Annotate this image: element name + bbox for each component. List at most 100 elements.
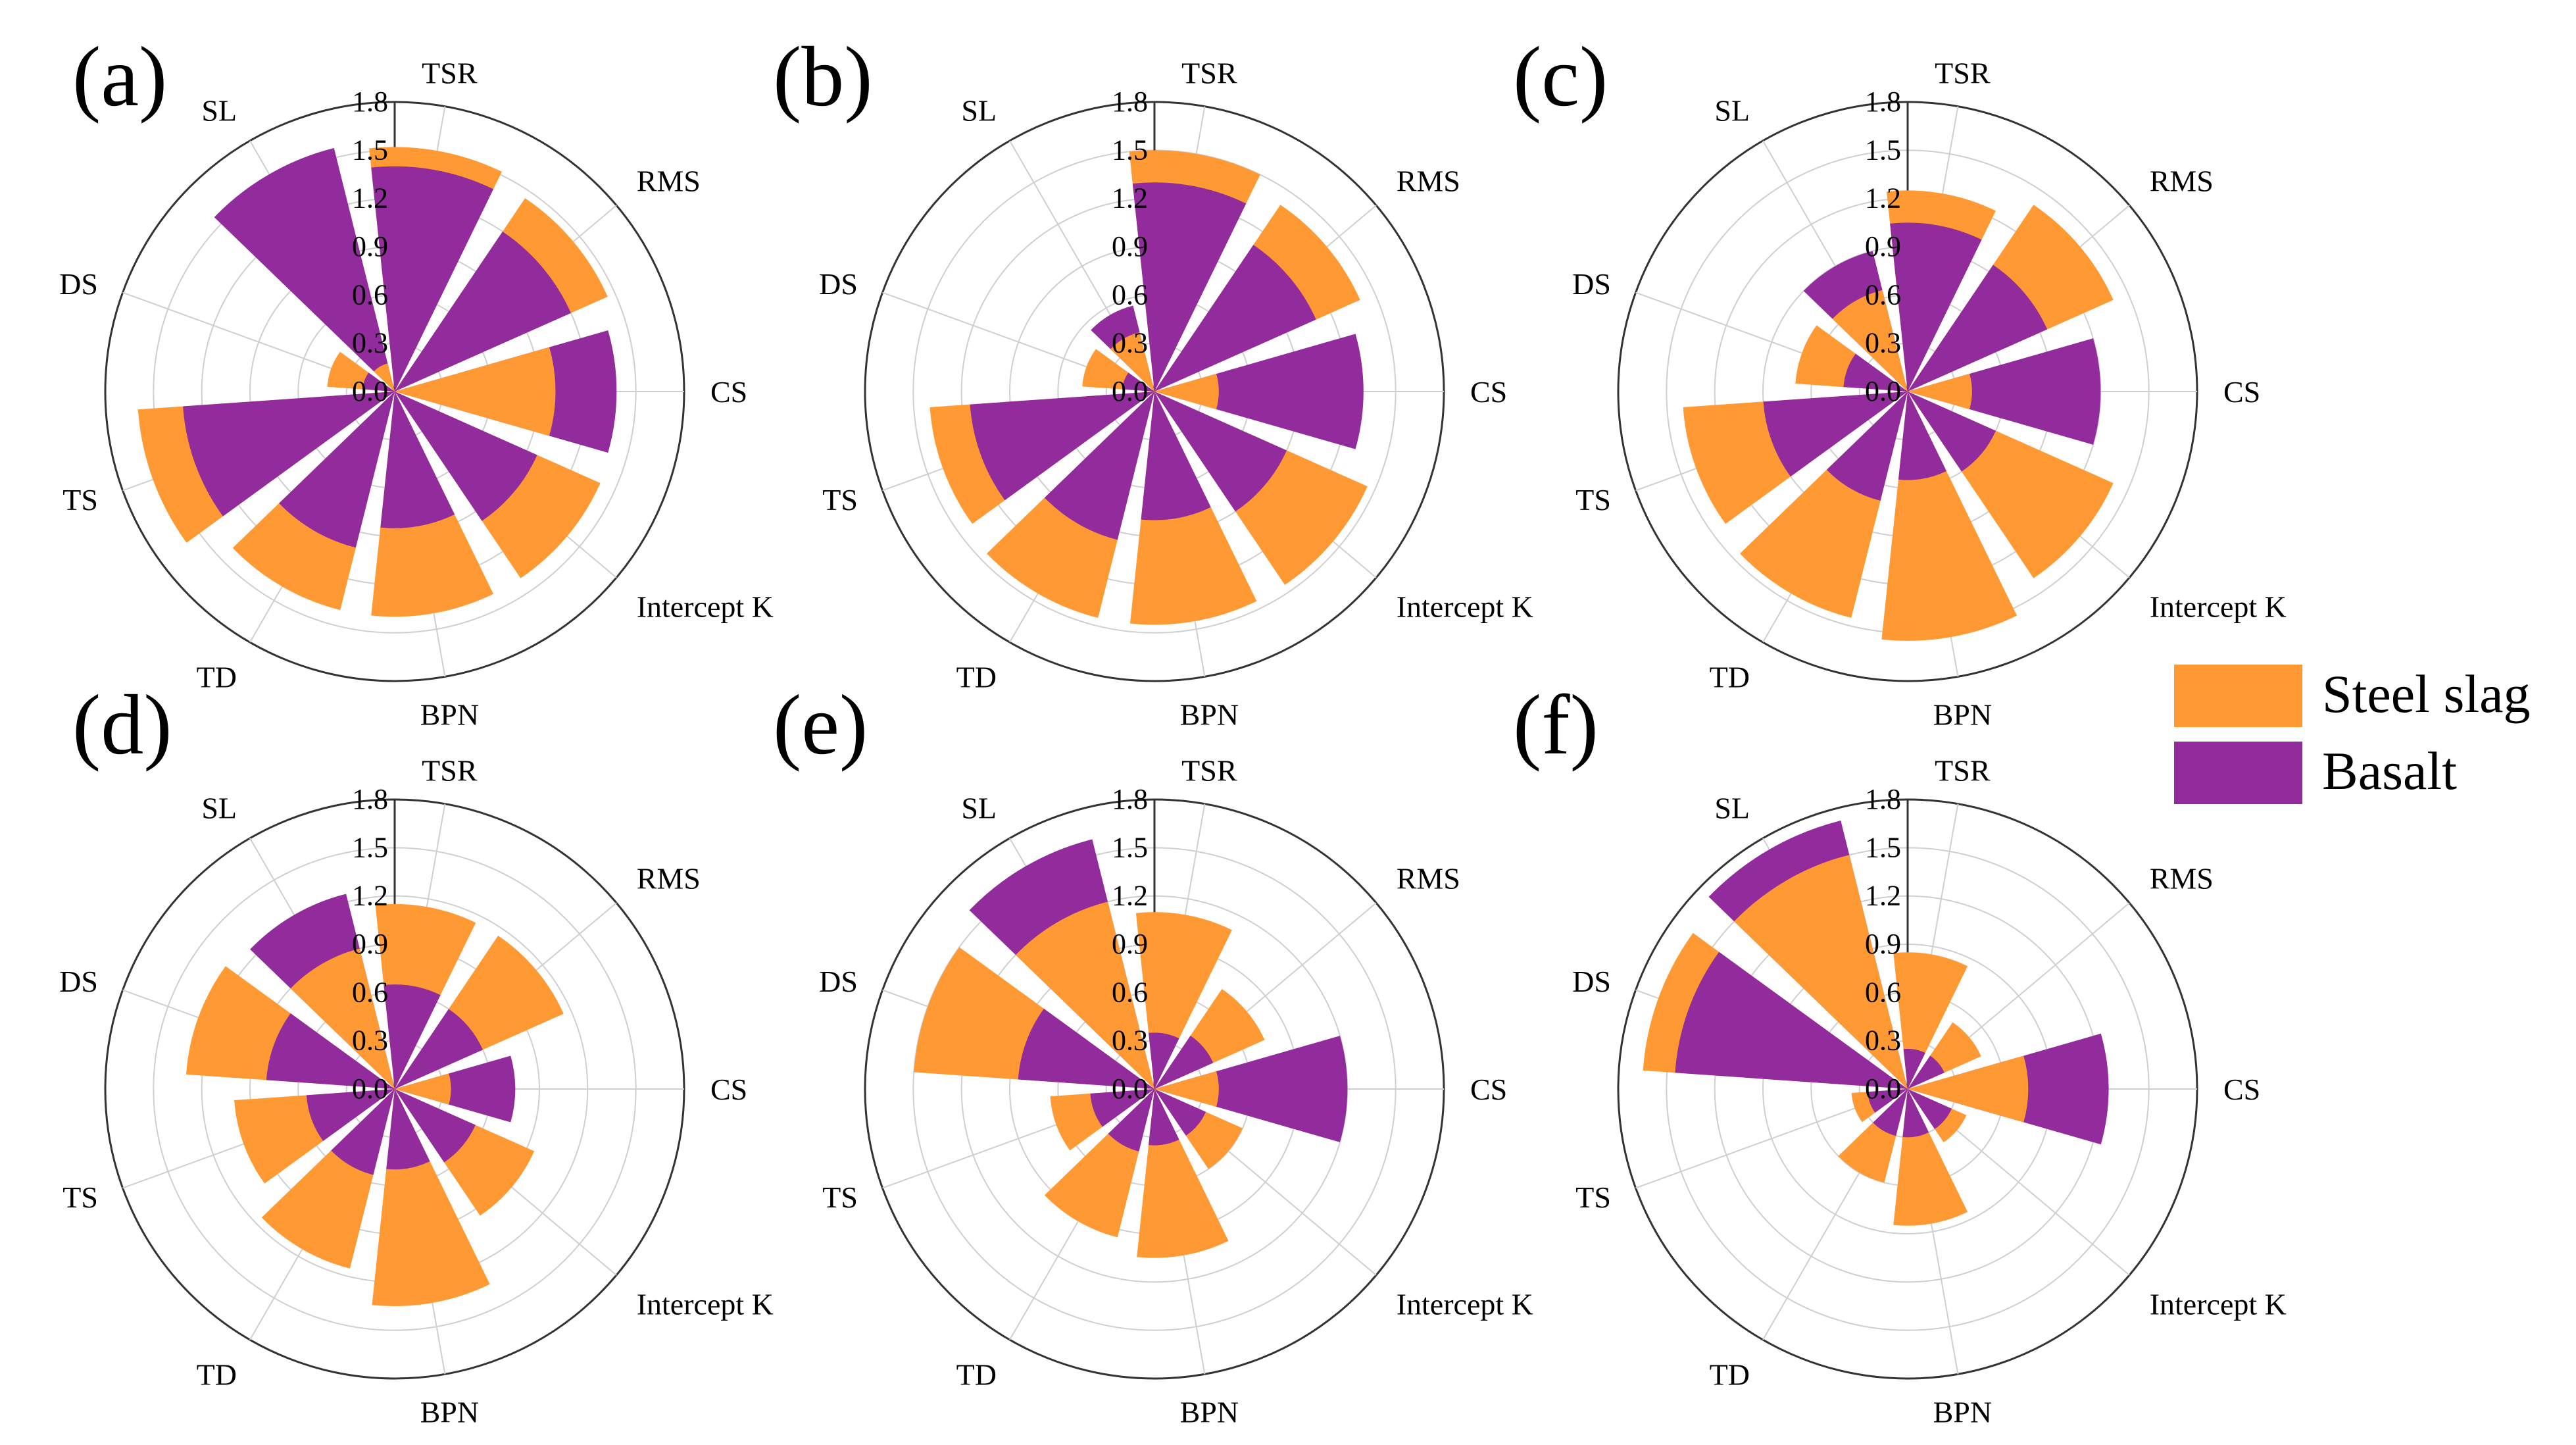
bar-basalt-bpn: [1898, 392, 1946, 480]
bar-basalt-td: [1044, 392, 1154, 540]
bar-basalt-intercept-k: [395, 392, 537, 521]
bar-basalt-cs: [395, 1055, 516, 1123]
category-label-td: TD: [197, 661, 237, 694]
bar-basalt-tsr: [1132, 182, 1247, 392]
category-label-td: TD: [956, 661, 997, 694]
category-label-intercept-k: Intercept K: [637, 1288, 774, 1321]
category-label-cs: CS: [1470, 1073, 1507, 1106]
bar-basalt-bpn: [380, 392, 455, 528]
radial-tick-label: 0.3: [1112, 327, 1148, 359]
category-label-ds: DS: [59, 965, 98, 998]
category-label-rms: RMS: [637, 861, 701, 895]
category-label-rms: RMS: [1397, 164, 1460, 197]
legend-label-steel-slag: Steel slag: [2322, 664, 2531, 724]
category-label-ds: DS: [1572, 267, 1611, 301]
radial-tick-label: 0.3: [1112, 1025, 1148, 1057]
bar-basalt-intercept-k: [1154, 1089, 1206, 1136]
bar-basalt-cs: [1908, 338, 2101, 445]
category-label-tsr: TSR: [422, 56, 478, 89]
radial-tick-label: 1.2: [352, 182, 388, 215]
bar-steel-slag-cs: [1154, 1071, 1219, 1107]
radial-tick-label: 0.3: [352, 327, 388, 359]
bar-basalt-td: [1873, 1089, 1908, 1136]
radial-tick-label: 1.8: [352, 783, 388, 815]
bar-steel-slag-sl: [1110, 332, 1154, 392]
bar-basalt-td: [279, 392, 395, 548]
category-label-intercept-k: Intercept K: [2150, 590, 2287, 624]
bar-steel-slag-cs: [1154, 374, 1219, 409]
category-label-ts: TS: [822, 483, 858, 517]
category-label-tsr: TSR: [1935, 56, 1991, 89]
bar-basalt-ds: [266, 1013, 395, 1089]
category-label-rms: RMS: [637, 164, 701, 197]
bar-basalt-ts: [183, 392, 395, 517]
bar-steel-slag-sl: [1832, 290, 1908, 392]
bar-basalt-sl: [214, 147, 395, 392]
bar-basalt-intercept-k: [1154, 392, 1287, 512]
radial-tick-label: 1.2: [352, 880, 388, 912]
category-label-rms: RMS: [2150, 164, 2214, 197]
bar-steel-slag-cs: [395, 1073, 451, 1105]
bar-steel-slag-sl: [290, 948, 395, 1089]
category-label-td: TD: [1710, 1358, 1750, 1392]
radial-tick-label: 0.6: [1865, 278, 1901, 311]
category-label-td: TD: [1710, 661, 1750, 694]
radial-tick-label: 1.5: [352, 134, 388, 166]
category-label-tsr: TSR: [1181, 56, 1237, 89]
category-label-cs: CS: [1470, 375, 1507, 409]
category-label-intercept-k: Intercept K: [1397, 1288, 1533, 1321]
radial-tick-label: 1.2: [1112, 182, 1148, 215]
legend-label-basalt: Basalt: [2322, 741, 2457, 801]
category-label-td: TD: [197, 1358, 237, 1392]
radial-tick-label: 1.8: [1865, 783, 1901, 815]
radial-tick-label: 0.0: [1112, 375, 1148, 407]
category-label-bpn: BPN: [1180, 698, 1239, 732]
category-label-ts: TS: [1575, 1180, 1611, 1214]
category-label-sl: SL: [1714, 93, 1750, 127]
bar-basalt-rms: [395, 231, 571, 392]
category-label-tsr: TSR: [1935, 753, 1991, 787]
bar-basalt-ds: [1675, 951, 1908, 1089]
category-label-sl: SL: [201, 93, 237, 127]
panel-label: (a): [72, 30, 167, 124]
panel-label: (c): [1513, 30, 1608, 124]
bar-basalt-ds: [1018, 1008, 1154, 1089]
bar-basalt-ds: [1843, 353, 1908, 392]
radial-tick-label: 0.9: [352, 928, 388, 960]
bar-basalt-ts: [1763, 392, 1908, 477]
radial-tick-label: 0.0: [352, 375, 388, 407]
legend-swatch-steel-slag: [2174, 665, 2302, 727]
bar-basalt-rms: [1154, 1035, 1214, 1089]
radial-tick-label: 0.0: [352, 1073, 388, 1105]
bar-basalt-td: [331, 1089, 395, 1175]
radial-tick-label: 1.5: [1112, 134, 1148, 166]
category-label-intercept-k: Intercept K: [637, 590, 774, 624]
category-label-ds: DS: [819, 267, 858, 301]
panel-label: (f): [1513, 678, 1598, 773]
category-label-ts: TS: [1575, 483, 1611, 517]
legend: Steel slag Basalt: [2174, 664, 2531, 804]
category-label-sl: SL: [961, 791, 997, 824]
bar-basalt-rms: [395, 1009, 483, 1089]
radial-tick-label: 0.6: [1865, 976, 1901, 1008]
bar-steel-slag-cs: [1908, 1055, 2029, 1123]
bar-basalt-tsr: [1890, 222, 1982, 392]
bar-basalt-ts: [1090, 1089, 1154, 1127]
category-label-td: TD: [956, 1358, 997, 1392]
radial-tick-label: 0.9: [352, 230, 388, 263]
bar-basalt-ds: [362, 372, 395, 392]
bar-basalt-td: [1108, 1089, 1154, 1152]
category-label-sl: SL: [201, 791, 237, 824]
bar-steel-slag-sl: [374, 363, 395, 392]
bar-basalt-intercept-k: [1908, 1089, 1952, 1129]
radial-tick-label: 1.5: [1865, 831, 1901, 863]
category-label-bpn: BPN: [1180, 1396, 1239, 1429]
radial-tick-label: 0.9: [1112, 230, 1148, 263]
radial-tick-label: 1.8: [1865, 86, 1901, 118]
bar-basalt-ts: [970, 392, 1154, 501]
radial-tick-label: 0.6: [1112, 976, 1148, 1008]
category-label-intercept-k: Intercept K: [2150, 1288, 2287, 1321]
legend-swatch-basalt: [2174, 742, 2302, 804]
polar-chart-3: (c) 0.0 0.3 0.6 0.9 1.2 1.5 1.8 TSR RMS CS Intercep…: [1513, 30, 2287, 732]
